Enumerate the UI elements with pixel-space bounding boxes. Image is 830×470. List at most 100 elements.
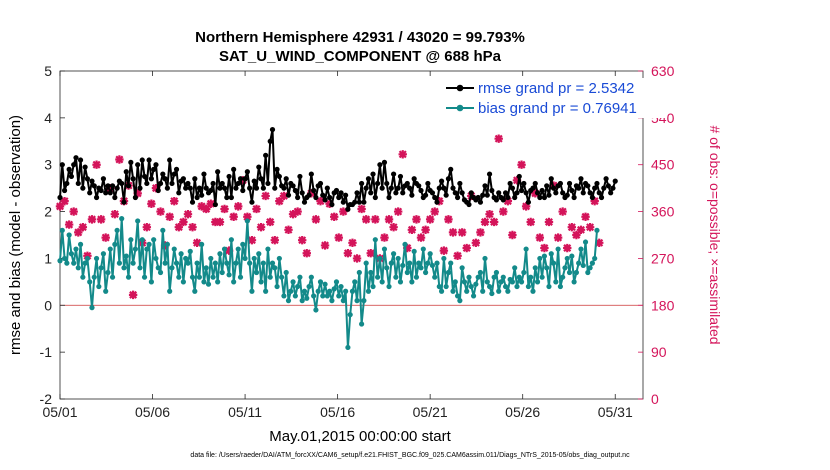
bias-point [379, 279, 385, 285]
y-axis-left: -2 -1 0 1 2 3 4 5 [40, 63, 65, 407]
rmse-point [228, 194, 234, 201]
bias-point [263, 288, 269, 294]
rmse-point [137, 185, 143, 191]
bias-point [125, 274, 132, 280]
rmse-point [160, 171, 166, 177]
bias-point [365, 288, 372, 294]
bias-point [128, 237, 134, 243]
y-right-tick-label: 0 [651, 391, 659, 407]
bias-point [484, 279, 490, 285]
obs-marker [448, 228, 458, 237]
bias-point [425, 260, 431, 266]
series-rmse [57, 126, 618, 212]
bias-point [176, 274, 182, 280]
bias-point [592, 255, 598, 262]
x-tick-label: 05/11 [228, 404, 262, 420]
rmse-point [249, 199, 255, 205]
obs-marker [288, 209, 298, 219]
rmse-point [107, 190, 113, 196]
rmse-point [240, 187, 246, 194]
legend-box [440, 78, 666, 118]
rmse-point [377, 162, 383, 168]
rmse-point [82, 164, 88, 170]
rmse-point [68, 173, 75, 180]
bias-point [381, 246, 388, 252]
bias-point [290, 279, 296, 285]
bias-point [148, 279, 154, 285]
y-right-tick-label: 90 [651, 344, 667, 360]
bias-point [107, 246, 113, 252]
bias-point [91, 274, 97, 280]
obs-marker [352, 254, 362, 263]
obs-marker [403, 243, 412, 253]
bias-point [311, 293, 317, 299]
bias-point [281, 293, 287, 299]
bias-point [352, 279, 358, 285]
obs-marker [165, 212, 174, 221]
bias-point [98, 265, 104, 271]
rmse-point [343, 192, 349, 198]
rmse-point [368, 190, 374, 196]
obs-marker [202, 204, 211, 214]
bias-point [434, 260, 440, 266]
bias-point [528, 274, 534, 280]
rmse-point [144, 180, 150, 187]
obs-marker [471, 238, 481, 248]
rmse-point [381, 159, 388, 165]
bias-point [397, 279, 404, 285]
plot-area: 05/01 05/06 05/11 05/16 05/21 05/26 05/31 -2 -1… [40, 63, 675, 420]
bias-point [491, 274, 497, 280]
bias-point [377, 255, 383, 262]
bias-point [411, 248, 417, 254]
rmse-point [580, 190, 586, 196]
rmse-point [425, 180, 431, 187]
bias-point [544, 265, 550, 271]
obs-marker [407, 225, 417, 234]
rmse-point [509, 185, 516, 191]
bias-point [505, 288, 511, 294]
bias-point [441, 255, 447, 262]
rmse-point [317, 180, 324, 187]
obs-marker [398, 150, 407, 159]
obs-marker [279, 191, 289, 201]
rmse-point [59, 162, 65, 168]
rmse-point [192, 176, 198, 182]
rmse-point [215, 169, 221, 175]
rmse-point [587, 190, 593, 196]
bias-point [443, 283, 449, 290]
rmse-point [493, 197, 500, 203]
bias-point [217, 251, 223, 257]
bias-point [228, 237, 234, 243]
bias-point [475, 274, 481, 280]
bias-point [162, 260, 168, 266]
obs-marker [339, 207, 348, 216]
x-axis: 05/01 05/06 05/11 05/16 05/21 05/26 05/31 [42, 71, 633, 420]
rmse-point [162, 176, 168, 182]
bias-point [537, 255, 543, 262]
rmse-point [283, 176, 289, 182]
bias-point [189, 274, 196, 280]
rmse-point [176, 190, 182, 196]
bias-point [265, 246, 271, 252]
rmse-point [183, 185, 189, 191]
rmse-point [406, 185, 413, 191]
bias-point [144, 246, 150, 252]
rmse-point [338, 190, 344, 196]
bias-point [548, 251, 554, 257]
bias-point [368, 269, 374, 276]
bias-point [573, 269, 579, 276]
bias-point [233, 260, 239, 266]
rmse-point [393, 190, 399, 196]
obs-marker [270, 236, 279, 245]
rmse-point [450, 185, 456, 191]
bias-point [66, 232, 72, 238]
obs-marker [480, 217, 490, 227]
rmse-point [605, 183, 611, 189]
footnote: data file: /Users/raeder/DAI/ATM_forcXX/… [190, 452, 630, 459]
rmse-point [571, 194, 577, 201]
obs-marker [92, 160, 101, 169]
rmse-point [329, 201, 335, 208]
series-obs-possible [55, 134, 604, 300]
rmse-point [171, 171, 177, 177]
obs-marker [298, 236, 307, 245]
